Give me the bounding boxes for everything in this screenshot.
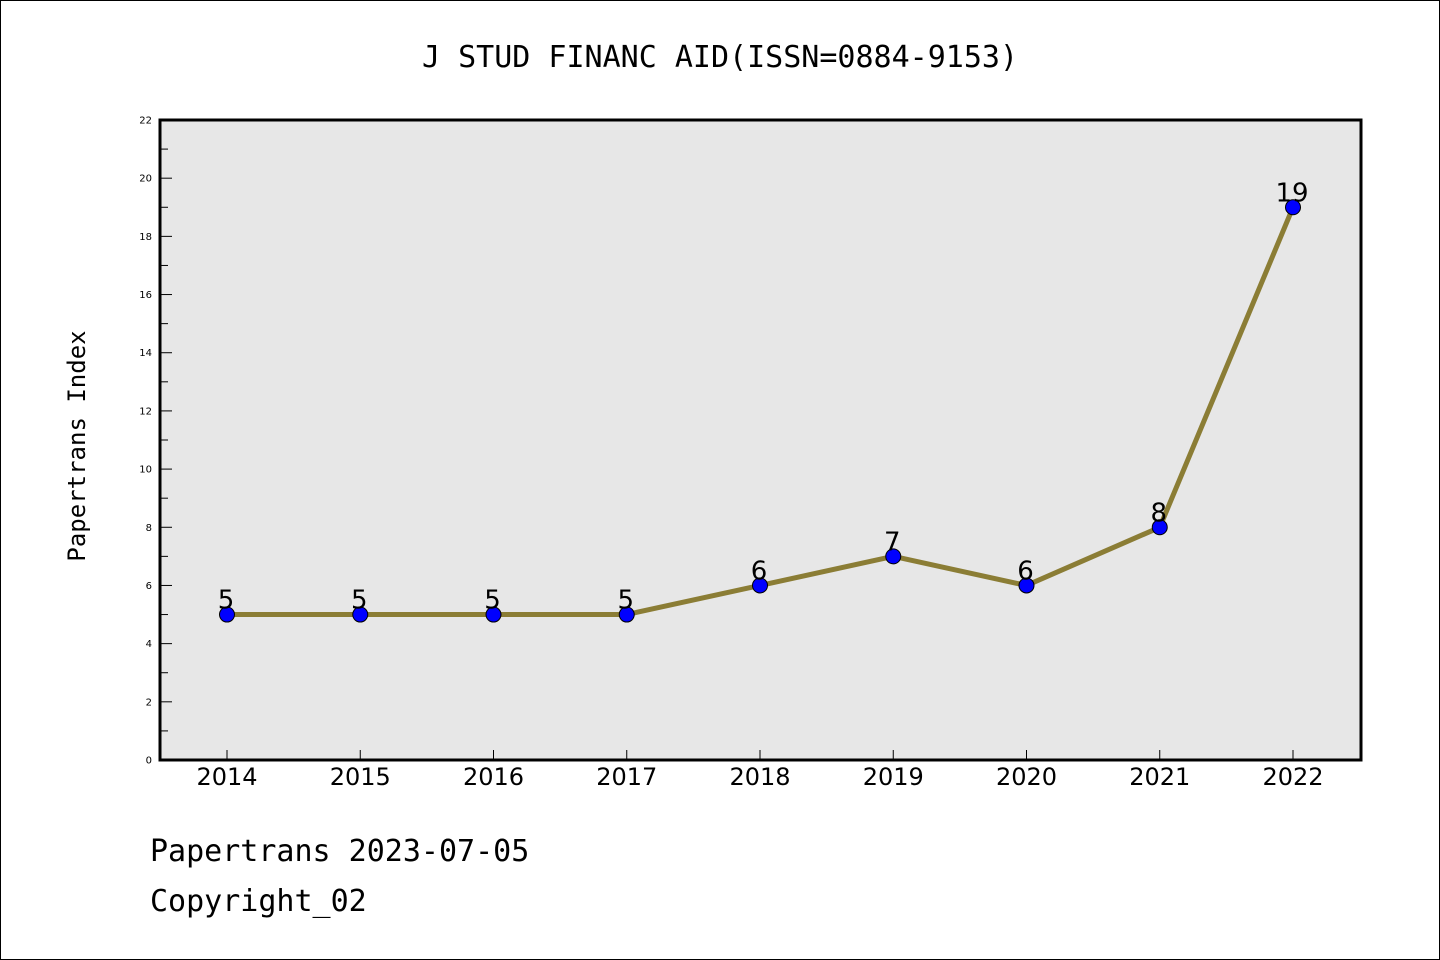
y-tick-label: 0 [146, 756, 152, 767]
x-tick-label: 2014 [196, 763, 257, 791]
plot-border [158, 118, 1363, 762]
data-point [752, 577, 768, 594]
data-point [1285, 199, 1301, 216]
data-label: 6 [1017, 556, 1034, 586]
y-tick-label: 18 [139, 232, 152, 243]
data-label: 8 [1150, 498, 1167, 528]
series-layer: 5 5 5 5 6 7 6 8 19 [218, 178, 1309, 623]
x-tick-label: 2020 [996, 763, 1057, 791]
footer-copyright: Copyright_02 [150, 884, 367, 919]
x-tick-label: 2019 [863, 763, 924, 791]
footer-date: Papertrans 2023-07-05 [150, 834, 530, 869]
data-point [885, 548, 902, 565]
y-tick-label: 22 [139, 116, 152, 127]
y-tick-label: 10 [139, 465, 152, 476]
data-label: 7 [884, 527, 901, 557]
y-tick-label: 16 [139, 290, 152, 301]
y-tick-label: 14 [139, 348, 152, 359]
data-label: 6 [751, 556, 768, 586]
data-point [219, 606, 235, 623]
data-point [1151, 519, 1168, 536]
data-label: 5 [484, 586, 501, 616]
y-tick-label: 12 [139, 406, 152, 417]
x-tick-label: 2016 [463, 763, 524, 791]
y-axis-label: Papertrans Index [63, 330, 91, 561]
data-label: 19 [1275, 178, 1308, 208]
data-point [1018, 577, 1035, 594]
plot-area [160, 120, 1361, 760]
data-point [485, 606, 502, 623]
chart-title: J STUD FINANC AID(ISSN=0884-9153) [422, 40, 1018, 75]
y-tick-label: 6 [146, 581, 152, 592]
data-point [352, 606, 369, 623]
y-tick-label: 2 [146, 697, 152, 708]
y-tick-label: 20 [139, 174, 152, 185]
x-tick-label: 2017 [596, 763, 657, 791]
data-label: 5 [351, 586, 368, 616]
data-point [618, 606, 635, 623]
y-tick-label: 4 [146, 639, 152, 650]
x-tick-label: 2018 [729, 763, 790, 791]
y-tick-label: 8 [146, 523, 152, 534]
data-label: 5 [617, 586, 634, 616]
x-tick-label: 2022 [1262, 763, 1323, 791]
x-tick-label: 2015 [330, 763, 391, 791]
data-label: 5 [218, 586, 235, 616]
x-tick-label: 2021 [1129, 763, 1190, 791]
